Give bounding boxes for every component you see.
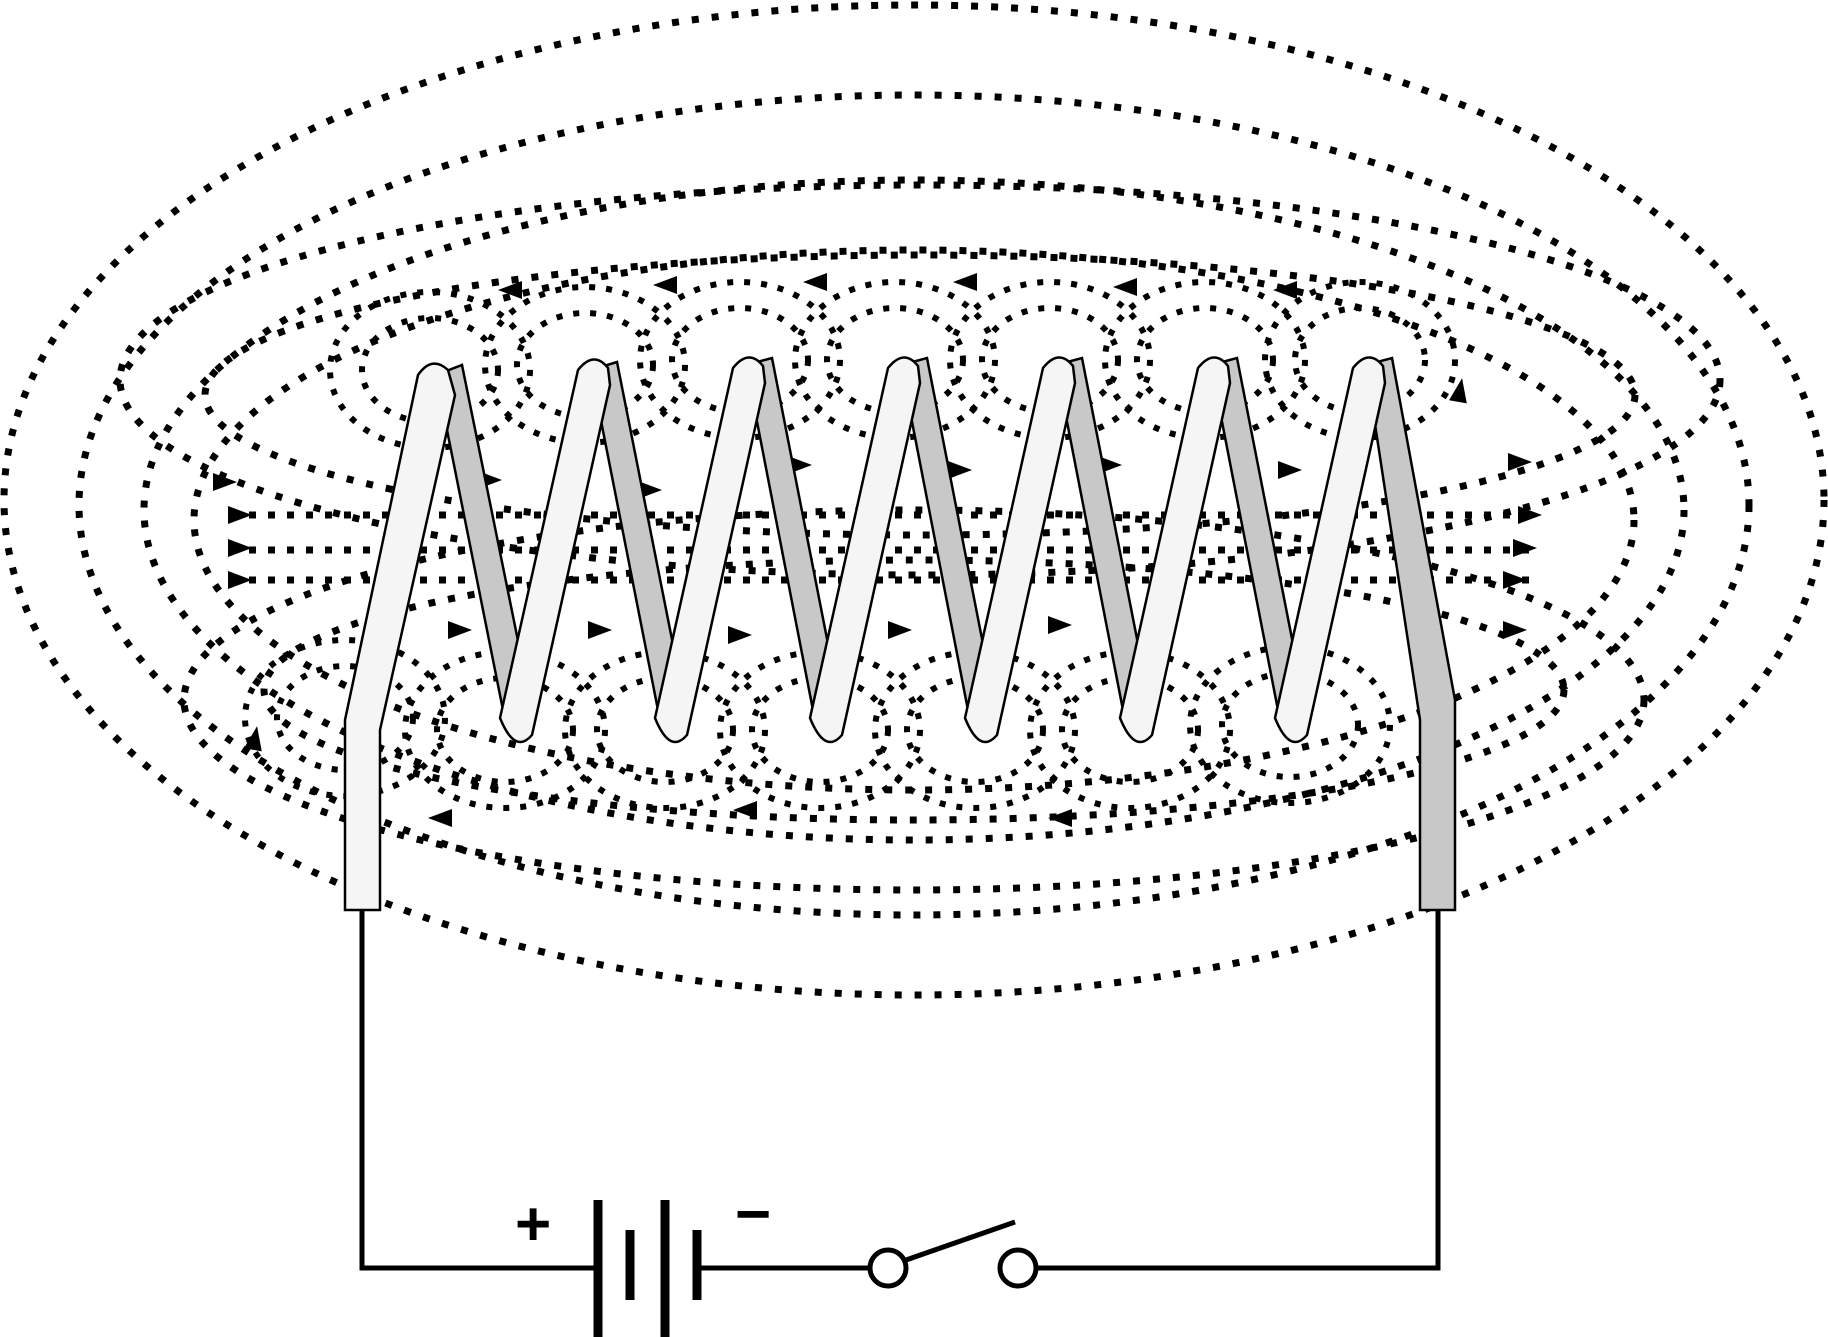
- switch-contact-left: [867, 1247, 909, 1289]
- coil-turn-2: [653, 356, 767, 744]
- switch-contact-right: [997, 1247, 1039, 1289]
- circuit-wires: [359, 910, 1441, 1271]
- coil-turn-6: [1273, 356, 1387, 744]
- field-loop-lower-2: [260, 556, 1568, 824]
- wire-left: [359, 910, 598, 1271]
- wire-right: [1036, 910, 1441, 1271]
- field-loop-upper-2: [201, 251, 1639, 539]
- battery: [593, 1200, 702, 1337]
- solenoid-coil: [343, 356, 1387, 912]
- coil-turn-1: [498, 358, 612, 744]
- field-loop-outer-1: [0, 1, 1828, 999]
- positive-terminal-label: +: [515, 1190, 551, 1259]
- coil-turn-5: [1118, 356, 1232, 744]
- coil-lead-left: [343, 362, 457, 912]
- switch-lever: [905, 1219, 1016, 1263]
- negative-terminal-label: −: [735, 1180, 771, 1249]
- field-loop-outer-4: [190, 246, 1638, 794]
- coil-back-segments: [434, 356, 1457, 912]
- field-loop-lower-1: [180, 506, 1648, 894]
- field-loop-outer-2: [75, 91, 1753, 919]
- outer-field-lines: [0, 1, 1828, 999]
- coil-turn-4: [963, 356, 1077, 744]
- field-loop-upper-1: [116, 181, 1724, 579]
- field-loop-outer-3: [140, 176, 1688, 844]
- switch: [867, 1219, 1039, 1289]
- coil-turn-3: [808, 356, 922, 744]
